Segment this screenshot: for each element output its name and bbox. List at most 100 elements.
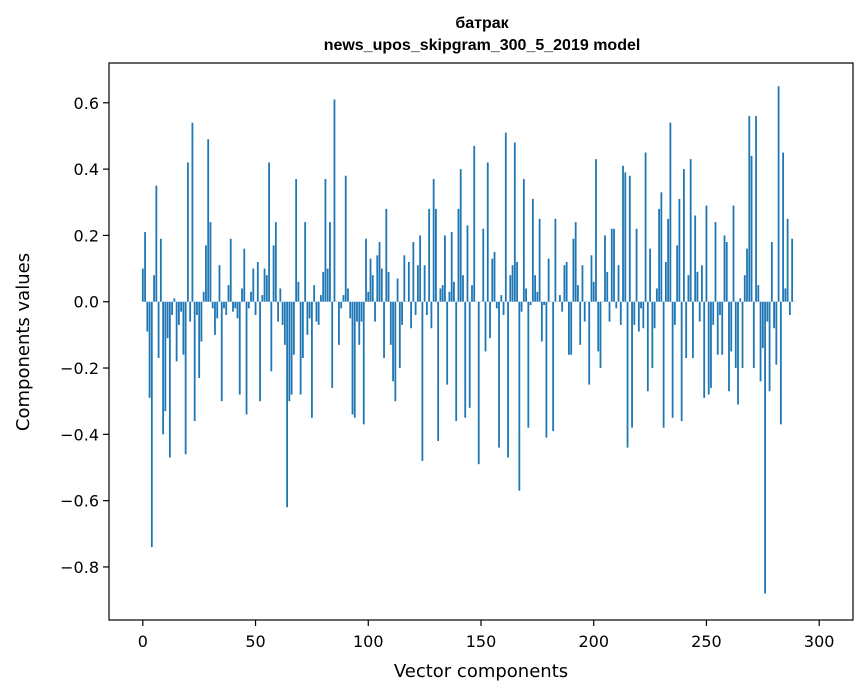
bar	[559, 295, 561, 302]
bar	[669, 122, 672, 302]
bar	[739, 298, 742, 302]
bar	[730, 301, 733, 352]
bar	[274, 222, 277, 302]
bar	[516, 261, 518, 302]
bar	[468, 301, 471, 408]
bar	[637, 301, 640, 332]
bar	[168, 301, 171, 458]
bar	[649, 248, 651, 302]
bar	[513, 142, 516, 302]
bar	[527, 301, 530, 428]
bar	[446, 301, 449, 385]
bar	[748, 116, 751, 302]
bar	[489, 301, 491, 339]
bar	[646, 301, 649, 392]
bar	[525, 288, 527, 302]
bar	[529, 301, 532, 306]
bar	[604, 235, 606, 302]
bar	[723, 235, 726, 302]
bar	[349, 301, 352, 319]
bar	[640, 301, 642, 309]
y-axis-ticks: −0.8 −0.6 −0.4 −0.2 0.0 0.2 0.4 0.6	[60, 94, 109, 577]
y-tick-label: 0.2	[74, 226, 99, 245]
bar	[252, 268, 255, 302]
bar	[171, 301, 174, 315]
bar	[610, 228, 613, 302]
bar	[322, 271, 325, 302]
bar	[225, 301, 228, 315]
bar	[286, 301, 289, 508]
bar	[238, 301, 241, 395]
bar	[283, 301, 286, 345]
bar	[187, 162, 189, 302]
bar	[673, 301, 676, 325]
bar	[448, 291, 451, 302]
bar	[374, 301, 376, 322]
x-axis-ticks: 0 50 100 150 200 250 300	[138, 620, 834, 651]
bar	[340, 301, 343, 309]
bar	[457, 208, 460, 302]
x-tick-label: 150	[466, 632, 497, 651]
bar	[687, 275, 690, 302]
bar	[608, 301, 611, 322]
bar	[358, 301, 361, 345]
bar	[784, 288, 787, 302]
bar	[752, 301, 755, 369]
bar	[164, 301, 167, 412]
bar	[444, 235, 446, 302]
bar	[439, 288, 442, 302]
bar	[777, 86, 780, 302]
bar	[141, 268, 144, 302]
bar	[664, 261, 667, 302]
bar	[786, 218, 789, 302]
bar	[162, 301, 165, 435]
bar	[552, 301, 555, 432]
bar	[773, 301, 775, 329]
bar	[369, 258, 372, 302]
bar	[658, 208, 661, 302]
bar	[416, 265, 419, 302]
bar	[757, 285, 760, 302]
bar	[150, 301, 153, 548]
bar	[701, 265, 703, 302]
bar	[311, 301, 313, 418]
bar	[353, 301, 356, 418]
bar	[324, 179, 327, 302]
y-axis-label: Components values	[13, 253, 34, 431]
bar	[471, 285, 473, 302]
bar	[398, 301, 401, 369]
bar	[220, 301, 223, 402]
bar	[193, 301, 196, 422]
bar	[202, 291, 205, 302]
bar	[500, 295, 503, 302]
bar	[380, 268, 383, 302]
bar	[308, 301, 311, 319]
bar	[462, 275, 464, 302]
bar	[592, 281, 595, 302]
bar	[788, 301, 791, 315]
bar	[407, 261, 410, 302]
bar	[615, 301, 618, 309]
bar	[561, 301, 564, 312]
x-tick-label: 200	[578, 632, 609, 651]
bar	[732, 205, 735, 302]
bar	[694, 215, 697, 302]
bar	[317, 301, 320, 325]
bar	[270, 301, 273, 372]
bar	[288, 301, 291, 402]
bar	[619, 301, 622, 325]
bar	[277, 301, 279, 322]
bar	[698, 301, 701, 322]
bar	[511, 265, 514, 302]
bar	[425, 301, 428, 315]
bar	[236, 301, 239, 319]
bar	[685, 301, 688, 359]
bar	[214, 301, 216, 335]
bar	[428, 208, 431, 302]
bar	[392, 301, 394, 382]
y-tick-label: −0.4	[60, 425, 99, 444]
bar	[520, 301, 523, 312]
bar	[719, 301, 721, 315]
bar	[315, 301, 318, 322]
bar	[403, 255, 406, 302]
